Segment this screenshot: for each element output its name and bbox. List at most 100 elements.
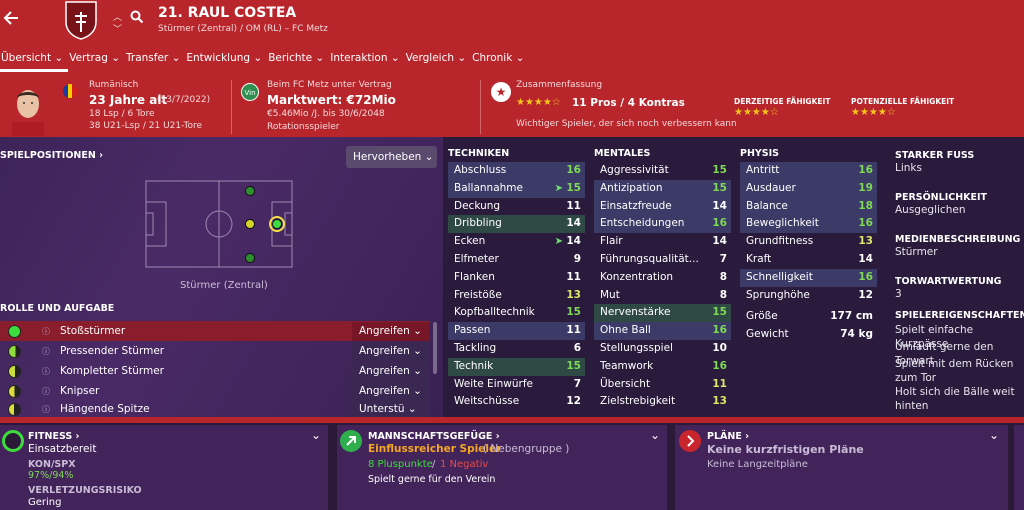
attribute-row[interactable]: Einsatzfreude 14 xyxy=(594,197,731,216)
arrow-up-icon xyxy=(340,430,362,452)
attribute-row[interactable]: Dribbling 14 xyxy=(448,215,585,234)
tab-development[interactable]: Entwicklung ⌄ xyxy=(186,52,263,64)
role-row[interactable]: ⓘ Stoßstürmer Angreifen ⌄ xyxy=(0,321,430,341)
attribute-row[interactable]: Abschluss 16 xyxy=(448,162,585,180)
role-rating-icon xyxy=(8,384,21,398)
attribute-row[interactable]: Ballannahme ➤ 15 xyxy=(448,179,585,198)
attribute-row[interactable]: Teamwork 16 xyxy=(600,359,727,372)
attribute-row[interactable]: Deckung 11 xyxy=(454,199,581,212)
attribute-row[interactable]: Ecken ➤ 14 xyxy=(454,235,581,248)
attribute-row[interactable]: Kraft 14 xyxy=(746,252,873,265)
info-icon[interactable]: ⓘ xyxy=(42,386,50,396)
role-row[interactable]: ⓘ Knipser Angreifen ⌄ xyxy=(0,381,430,401)
attribute-row[interactable]: Kopfballtechnik 15 xyxy=(454,306,581,319)
u21-caps-goals: 38 U21-Lsp / 21 U21-Tore xyxy=(89,121,203,131)
condition-value: 97%/94% xyxy=(28,470,74,481)
attribute-row[interactable]: Tackling 6 xyxy=(454,341,581,354)
back-arrow-icon[interactable] xyxy=(2,8,22,33)
team-card xyxy=(337,425,667,510)
attribute-row[interactable]: Balance 18 xyxy=(740,197,877,216)
attribute-row[interactable]: Mut 8 xyxy=(600,288,727,301)
chevron-down-icon[interactable]: ⌄ xyxy=(989,428,1000,442)
attribute-row[interactable]: Konzentration 8 xyxy=(600,270,727,283)
attribute-row[interactable]: Beweglichkeit 16 xyxy=(740,215,877,234)
current-ability-label: DERZEITIGE FÄHIGKEIT xyxy=(734,97,831,106)
attribute-row[interactable]: Grundfitness 13 xyxy=(746,235,873,248)
tab-interaction[interactable]: Interaktion ⌄ xyxy=(330,52,400,64)
attribute-row[interactable]: Flanken 11 xyxy=(454,270,581,283)
roles-scrollbar[interactable] xyxy=(433,322,437,374)
info-icon[interactable]: ⓘ xyxy=(42,404,50,414)
attribute-row[interactable]: Übersicht 11 xyxy=(600,377,727,390)
pros-cons[interactable]: 11 Pros / 4 Kontras xyxy=(572,97,685,109)
attribute-row[interactable]: Elfmeter 9 xyxy=(454,252,581,265)
attribute-row[interactable]: Flair 14 xyxy=(600,235,727,248)
chevron-down-icon[interactable]: ⌄ xyxy=(311,428,322,442)
current-ability-stars: ★★★★☆ xyxy=(734,107,779,118)
attribute-row[interactable]: Antizipation 15 xyxy=(594,179,731,198)
foot-label: STARKER FUSS xyxy=(895,150,975,161)
tab-history[interactable]: Chronik ⌄ xyxy=(472,52,525,64)
trait-item: Spielt einfache Kurzpässe xyxy=(895,324,974,350)
trait-item: Holt sich die Bälle weit hinten xyxy=(895,386,1015,412)
tab-transfer[interactable]: Transfer ⌄ xyxy=(126,52,181,64)
attribute-row[interactable]: Stellungsspiel 10 xyxy=(600,341,727,354)
positions-title[interactable]: SPIELPOSITIONEN › xyxy=(0,150,104,161)
technical-column: TECHNIKEN Abschluss 16 Ballannahme ➤ 15 Dec… xyxy=(448,148,585,411)
tab-contract[interactable]: Vertrag ⌄ xyxy=(69,52,121,64)
role-row[interactable]: ⓘ Hängende Spitze Unterstü ⌄ xyxy=(0,401,430,417)
player-subtitle: Stürmer (Zentral) / OM (RL) – FC Metz xyxy=(158,24,328,34)
attribute-row[interactable]: Schnelligkeit 16 xyxy=(740,268,877,287)
attribute-row[interactable]: Nervenstärke 15 xyxy=(594,304,731,323)
duty-dropdown[interactable]: Angreifen ⌄ xyxy=(352,341,430,361)
team-title[interactable]: MANNSCHAFTSGEFÜGE › xyxy=(368,431,500,442)
info-icon[interactable]: ⓘ xyxy=(42,326,50,336)
club-badge-icon[interactable] xyxy=(64,0,98,40)
fitness-title[interactable]: FITNESS › xyxy=(28,431,80,442)
attribute-row[interactable]: Führungsqualität... 7 xyxy=(600,252,727,265)
highlight-dropdown[interactable]: Hervorheben ⌄ xyxy=(346,146,437,168)
caps-goals: 18 Lsp / 6 Tore xyxy=(89,109,155,119)
attribute-row[interactable]: Freistöße 13 xyxy=(454,288,581,301)
market-value[interactable]: Marktwert: €72Mio xyxy=(267,93,396,107)
tab-reports[interactable]: Berichte ⌄ xyxy=(268,52,325,64)
tab-overview[interactable]: Übersicht ⌄ xyxy=(0,44,69,72)
duty-dropdown[interactable]: Angreifen ⌄ xyxy=(352,321,430,341)
tab-compare[interactable]: Vergleich ⌄ xyxy=(405,52,467,64)
duty-dropdown[interactable]: Angreifen ⌄ xyxy=(352,361,430,381)
attribute-row[interactable]: Sprunghöhe 12 xyxy=(746,288,873,301)
age: 23 Jahre alt xyxy=(89,93,168,107)
search-icon[interactable] xyxy=(130,10,144,24)
traits-list: Spielt einfache Kurzpässe Umläuft gerne … xyxy=(895,323,1023,413)
attribute-row[interactable]: Technik 15 xyxy=(448,357,585,376)
roles-title: ROLLE UND AUFGABE xyxy=(0,303,115,314)
role-rating-icon xyxy=(8,364,21,378)
plans-title[interactable]: PLÄNE › xyxy=(707,431,750,442)
attribute-row[interactable]: Zielstrebigkeit 13 xyxy=(600,395,727,408)
attribute-row[interactable]: Aggressivität 15 xyxy=(600,164,727,176)
info-icon[interactable]: ⓘ xyxy=(42,346,50,356)
attribute-row[interactable]: Weite Einwürfe 7 xyxy=(454,377,581,390)
attribute-row[interactable]: Entscheidungen 16 xyxy=(594,215,731,234)
negatives: 1 Negativ xyxy=(440,459,489,470)
traits-label: SPIELEREIGENSCHAFTEN xyxy=(895,310,1024,321)
attribute-row[interactable]: Antritt 16 xyxy=(740,162,877,180)
personality-value: Ausgeglichen xyxy=(895,204,966,216)
team-text: Spielt gerne für den Verein xyxy=(368,474,496,485)
attribute-row[interactable]: Passen 11 xyxy=(448,322,585,340)
attribute-row[interactable]: Ohne Ball 16 xyxy=(594,322,731,340)
attribute-row[interactable]: Ausdauer 19 xyxy=(740,179,877,198)
role-name: Kompletter Stürmer xyxy=(60,365,164,377)
next-player-icon[interactable]: ﹀ xyxy=(113,25,123,35)
role-row[interactable]: ⓘ Kompletter Stürmer Angreifen ⌄ xyxy=(0,361,430,381)
pitch-diagram xyxy=(145,180,293,268)
duty-dropdown[interactable]: Angreifen ⌄ xyxy=(352,381,430,401)
plans-long: Keine Langzeitpläne xyxy=(707,459,808,470)
attribute-row[interactable]: Weitschüsse 12 xyxy=(454,395,581,408)
duty-dropdown[interactable]: Unterstü ⌄ xyxy=(352,401,430,417)
fitness-ring-icon xyxy=(2,430,24,452)
role-row[interactable]: ⓘ Pressender Stürmer Angreifen ⌄ xyxy=(0,341,430,361)
info-icon[interactable]: ⓘ xyxy=(42,366,50,376)
chevron-down-icon[interactable]: ⌄ xyxy=(650,428,661,442)
prev-player-icon[interactable]: ︿ xyxy=(113,13,123,23)
